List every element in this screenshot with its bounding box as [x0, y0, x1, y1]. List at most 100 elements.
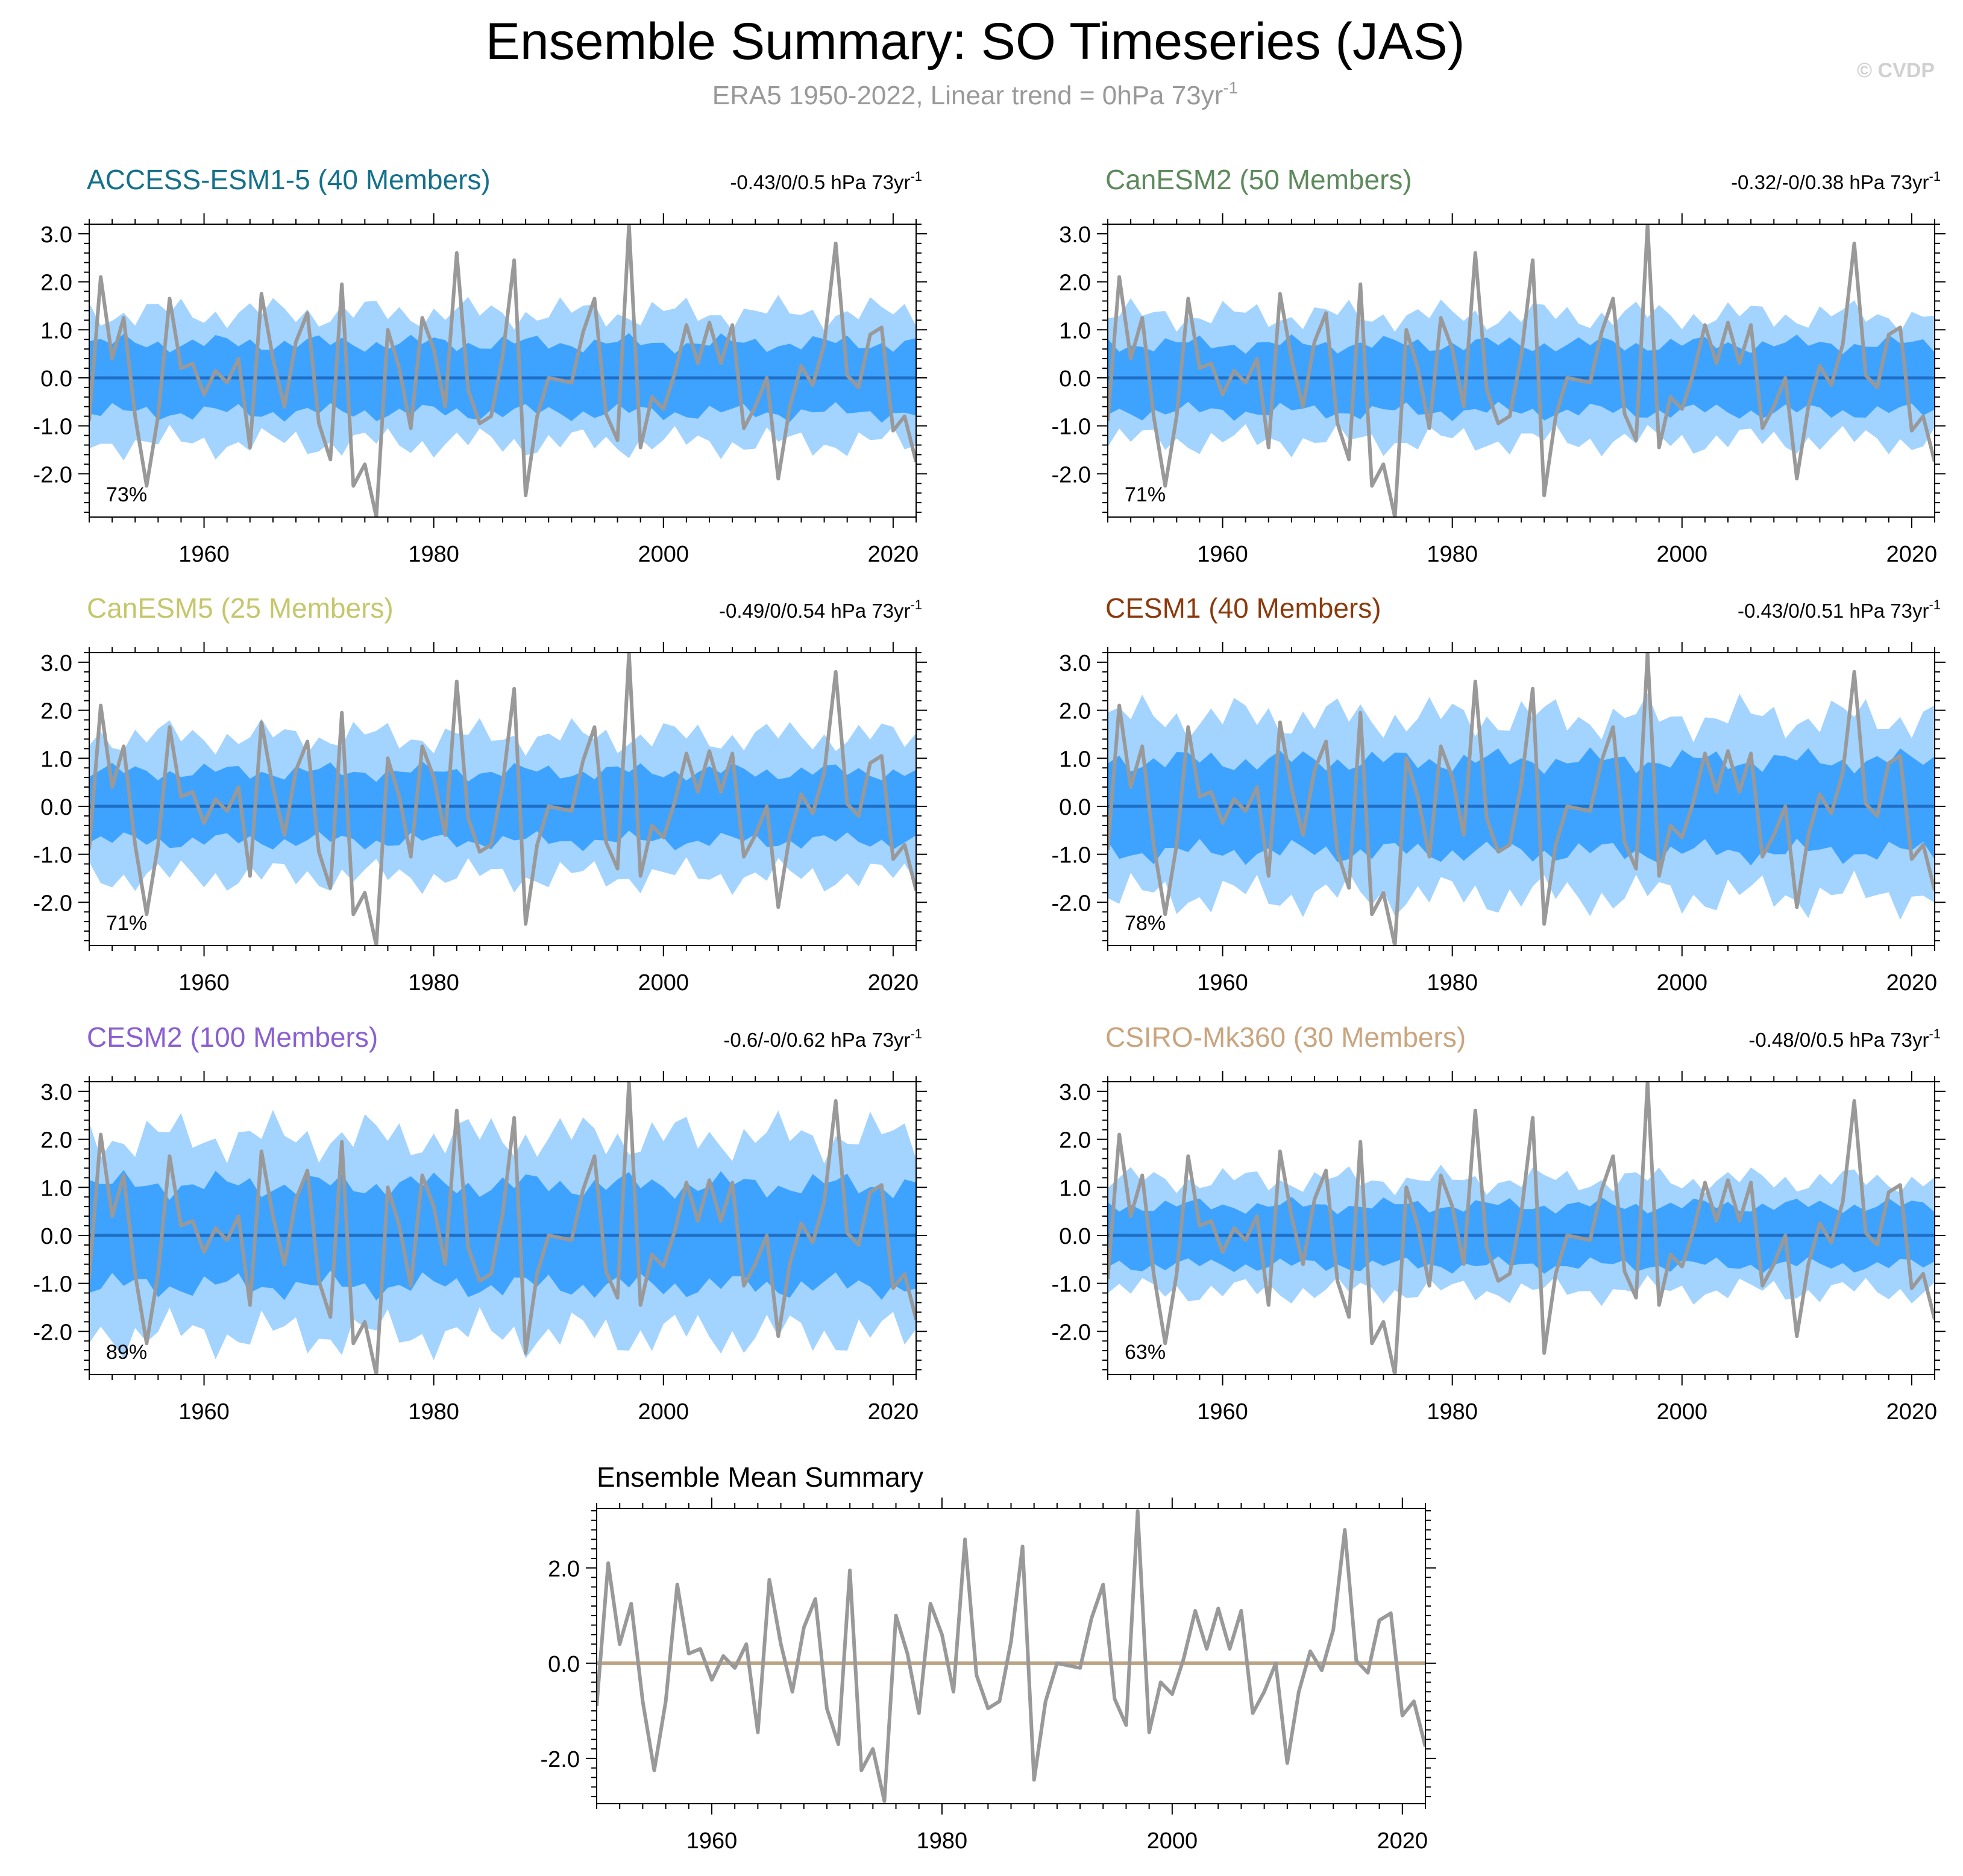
y-tick-label: -1.0: [1052, 843, 1091, 868]
panel-trend-label: -0.49/0/0.54 hPa 73yr-1: [719, 597, 922, 622]
trend-superscript: -1: [1929, 169, 1941, 184]
percent-label: 71%: [1125, 483, 1166, 506]
chart-panel: 3.0 2.0 1.0 0.0 -1.0 -2.0 1960 1980 2000 2020 CSIR…: [1052, 1021, 1946, 1425]
y-tick-label: -2.0: [1052, 891, 1091, 916]
chart-panel: 3.0 2.0 1.0 0.0 -1.0 -2.0 1960 1980 2000 2020 ACCE…: [33, 164, 927, 567]
observed-series-line: [89, 1082, 916, 1375]
trend-superscript: -1: [910, 1026, 922, 1041]
x-tick-label: 1980: [1427, 542, 1478, 567]
observed-series-line: [1108, 653, 1935, 946]
trend-text: -0.32/-0/0.38 hPa 73yr: [1731, 171, 1929, 193]
panel-trend-label: -0.6/-0/0.62 hPa 73yr-1: [723, 1026, 922, 1051]
y-tick-label: 0.0: [1059, 366, 1091, 392]
subtitle-superscript: -1: [1223, 78, 1238, 97]
copyright-label: © CVDP: [1857, 59, 1935, 82]
panel-title: CESM1 (40 Members): [1105, 592, 1381, 624]
observed-series-line: [597, 1509, 1425, 1803]
y-tick-label: -2.0: [33, 462, 72, 488]
observed-series-line: [89, 653, 916, 946]
trend-superscript: -1: [1929, 597, 1941, 612]
observed-series-line: [89, 224, 916, 517]
plot-area: [89, 653, 916, 946]
y-tick-label: -1.0: [33, 843, 72, 868]
x-tick-label: 2000: [1657, 542, 1708, 567]
panel-title: Ensemble Mean Summary: [597, 1461, 923, 1493]
x-tick-label: 1980: [408, 542, 459, 567]
y-tick-label: -2.0: [33, 1320, 72, 1345]
x-tick-label: 1980: [1427, 1399, 1478, 1425]
plot-frame: [596, 1508, 1426, 1804]
chart-panel: 3.0 2.0 1.0 0.0 -1.0 -2.0 1960 1980 2000 2020 CESM…: [33, 1021, 927, 1425]
y-tick-label: 3.0: [1059, 222, 1091, 248]
x-tick-label: 2000: [638, 970, 689, 996]
y-tick-label: -2.0: [541, 1747, 580, 1772]
panel-trend-label: -0.43/0/0.51 hPa 73yr-1: [1738, 597, 1941, 622]
x-tick-label: 2020: [1886, 970, 1938, 996]
x-tick-label: 2020: [868, 542, 919, 567]
x-tick-label: 1960: [1197, 970, 1248, 996]
y-tick-label: 1.0: [1059, 1176, 1091, 1201]
percent-label: 73%: [106, 483, 147, 506]
plot-area: [89, 1082, 916, 1375]
x-tick-label: 1980: [408, 1399, 459, 1425]
y-tick-label: 3.0: [1059, 1080, 1091, 1105]
y-tick-label: 0.0: [548, 1652, 580, 1677]
panel-trend-label: -0.43/0/0.5 hPa 73yr-1: [730, 169, 922, 193]
x-tick-label: 1960: [178, 1399, 230, 1425]
chart-panel: 3.0 2.0 1.0 0.0 -1.0 -2.0 1960 1980 2000 2020 CanE…: [1052, 164, 1946, 567]
trend-text: -0.43/0/0.51 hPa 73yr: [1738, 600, 1929, 622]
chart-panel: 2.0 0.0 -2.0 1960 1980 2000 2020 Ensemble Mean …: [541, 1461, 1436, 1854]
y-tick-label: 2.0: [1059, 271, 1091, 296]
y-tick-label: 0.0: [40, 1224, 72, 1249]
panel-title: CSIRO-Mk360 (30 Members): [1105, 1021, 1466, 1053]
plot-area: [597, 1509, 1425, 1803]
trend-superscript: -1: [910, 169, 922, 184]
y-tick-label: 3.0: [1059, 651, 1091, 676]
observed-series-line: [1108, 1082, 1935, 1375]
percent-label: 63%: [1125, 1341, 1166, 1364]
panel-trend-label: -0.32/-0/0.38 hPa 73yr-1: [1731, 169, 1941, 193]
y-tick-label: 2.0: [40, 1128, 72, 1153]
percent-label: 78%: [1125, 912, 1166, 935]
y-tick-label: -1.0: [33, 1272, 72, 1297]
y-tick-label: 2.0: [1059, 1128, 1091, 1153]
trend-text: -0.6/-0/0.62 hPa 73yr: [723, 1029, 910, 1051]
x-tick-label: 2020: [1377, 1828, 1428, 1854]
y-tick-label: 0.0: [40, 366, 72, 392]
y-tick-label: -2.0: [1052, 462, 1091, 488]
panel-title: CanESM2 (50 Members): [1105, 164, 1412, 195]
y-tick-label: -2.0: [33, 891, 72, 916]
y-tick-label: 2.0: [40, 699, 72, 724]
y-tick-label: 1.0: [1059, 747, 1091, 772]
panel-title: CESM2 (100 Members): [87, 1021, 378, 1053]
y-tick-label: 2.0: [548, 1557, 580, 1582]
y-tick-label: 2.0: [1059, 699, 1091, 724]
plot-area: [1108, 1082, 1935, 1375]
plot-area: [89, 224, 916, 517]
x-tick-label: 2000: [638, 1399, 689, 1425]
chart-panel: 3.0 2.0 1.0 0.0 -1.0 -2.0 1960 1980 2000 2020 CESM…: [1052, 592, 1946, 996]
y-tick-label: 0.0: [1059, 1224, 1091, 1249]
x-tick-label: 2000: [1147, 1828, 1198, 1854]
trend-text: -0.48/0/0.5 hPa 73yr: [1748, 1029, 1929, 1051]
panel-title: ACCESS-ESM1-5 (40 Members): [87, 164, 491, 195]
y-tick-label: 2.0: [40, 271, 72, 296]
x-tick-label: 2020: [1886, 542, 1938, 567]
x-tick-label: 2020: [868, 970, 919, 996]
chart-panel: 3.0 2.0 1.0 0.0 -1.0 -2.0 1960 1980 2000 2020 CanE…: [33, 592, 927, 996]
x-tick-label: 2020: [868, 1399, 919, 1425]
x-tick-label: 2000: [1657, 970, 1708, 996]
y-tick-label: 3.0: [40, 222, 72, 248]
plot-area: [1108, 653, 1935, 946]
y-tick-label: -1.0: [33, 415, 72, 440]
y-tick-label: -1.0: [1052, 415, 1091, 440]
x-tick-label: 2000: [1657, 1399, 1708, 1425]
x-tick-label: 1960: [178, 970, 230, 996]
y-tick-label: 1.0: [40, 747, 72, 772]
panel-title: CanESM5 (25 Members): [87, 592, 394, 624]
x-tick-label: 1980: [1427, 970, 1478, 996]
x-tick-label: 2020: [1886, 1399, 1938, 1425]
y-tick-label: 1.0: [1059, 318, 1091, 344]
trend-superscript: -1: [1929, 1026, 1941, 1041]
